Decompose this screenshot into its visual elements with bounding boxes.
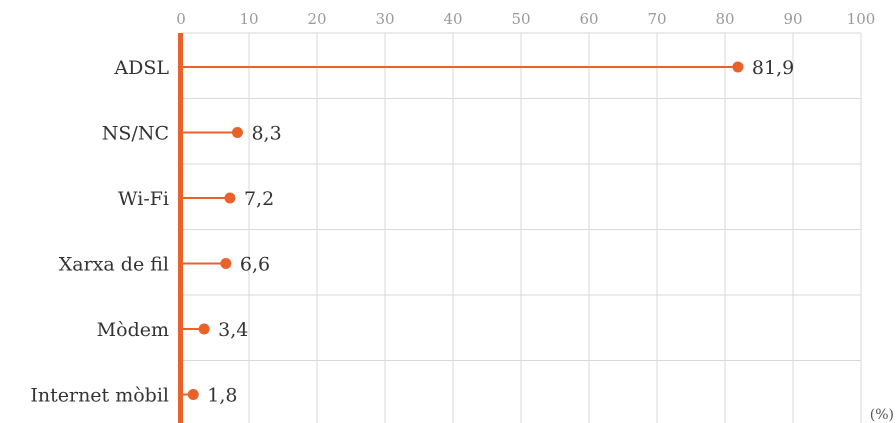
x-tick-label: 0 <box>176 10 186 28</box>
value-label: 81,9 <box>752 57 794 79</box>
data-point <box>224 192 236 204</box>
value-label: 8,3 <box>251 123 281 145</box>
x-tick-label: 70 <box>647 10 666 28</box>
x-tick-label: 40 <box>443 10 462 28</box>
x-tick-label: 100 <box>847 10 876 28</box>
x-tick-label: 60 <box>579 10 598 28</box>
category-label: Mòdem <box>97 319 169 341</box>
baseline-axis <box>178 33 183 423</box>
category-label: Internet mòbil <box>30 385 169 407</box>
value-label: 1,8 <box>207 385 237 407</box>
data-point <box>231 127 243 138</box>
x-tick-label: 90 <box>783 10 802 28</box>
category-label: ADSL <box>113 57 169 79</box>
data-point <box>732 61 744 73</box>
data-point <box>187 389 199 400</box>
grid-lines <box>181 32 862 423</box>
x-axis-ticks: 0 10 20 30 40 50 60 70 80 90 100 <box>176 10 875 28</box>
data-point <box>198 323 210 335</box>
data-marks <box>178 33 744 423</box>
x-tick-label: 20 <box>307 10 326 28</box>
value-label: 3,4 <box>218 319 248 341</box>
category-label: NS/NC <box>102 123 169 145</box>
unit-label: (%) <box>870 407 894 423</box>
x-tick-label: 80 <box>715 10 734 28</box>
value-label: 6,6 <box>240 254 270 276</box>
x-tick-label: 30 <box>375 10 394 28</box>
category-label: Xarxa de fil <box>59 254 169 276</box>
data-point <box>220 258 232 269</box>
value-label: 7,2 <box>244 188 274 210</box>
x-tick-label: 50 <box>511 10 530 28</box>
category-labels: 81,9 ADSL 8,3 NS/NC 7,2 Wi-Fi 6,6 Xarxa de fil 3… <box>30 57 794 407</box>
category-label: Wi-Fi <box>118 188 169 210</box>
x-tick-label: 10 <box>239 10 258 28</box>
